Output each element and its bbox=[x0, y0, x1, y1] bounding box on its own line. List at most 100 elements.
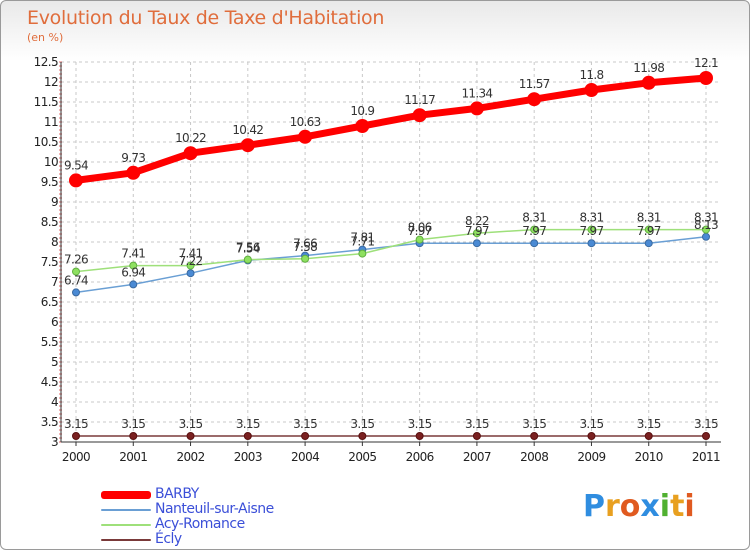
data-label: 10.42 bbox=[232, 123, 263, 137]
data-label: 11.34 bbox=[461, 86, 492, 100]
data-label: 11.57 bbox=[519, 77, 550, 91]
x-tick-label: 2004 bbox=[291, 450, 319, 464]
legend-item: Acy-Romance bbox=[101, 517, 274, 532]
x-tick-label: 2007 bbox=[463, 450, 491, 464]
plot-area bbox=[61, 62, 721, 442]
series-line-2 bbox=[75, 228, 706, 273]
data-point bbox=[702, 432, 710, 440]
y-tick-label: 10 bbox=[44, 155, 58, 169]
data-point bbox=[584, 83, 599, 97]
y-tick-label: 7 bbox=[51, 275, 58, 289]
x-tick-label: 2003 bbox=[234, 450, 262, 464]
legend-label: Acy-Romance bbox=[155, 516, 245, 532]
logo-letter: t bbox=[670, 489, 685, 524]
data-point bbox=[72, 267, 80, 276]
data-label: 7.81 bbox=[350, 231, 374, 245]
data-label: 10.22 bbox=[175, 131, 206, 145]
y-tick-label: 5 bbox=[51, 355, 58, 369]
logo-letter: P bbox=[583, 489, 605, 524]
data-point bbox=[644, 432, 653, 440]
logo-letter: i bbox=[659, 489, 671, 524]
data-label: 7.58 bbox=[293, 240, 317, 254]
y-tick-label: 5.5 bbox=[41, 335, 58, 349]
data-point bbox=[240, 138, 255, 153]
data-label: 12.1 bbox=[694, 56, 718, 70]
data-point bbox=[587, 239, 596, 248]
logo-letter: r bbox=[605, 489, 620, 524]
data-label: 3.15 bbox=[522, 417, 546, 431]
y-tick-label: 6.5 bbox=[41, 295, 58, 309]
data-label: 7.26 bbox=[64, 253, 88, 267]
y-tick-label: 8.5 bbox=[41, 215, 58, 229]
chart-subtitle: (en %) bbox=[27, 31, 64, 44]
data-point bbox=[355, 119, 370, 133]
data-label-layer: 9.54 9.73 10.22 10.42 10.63 10.9 11.17 11.34 11.… bbox=[64, 56, 719, 431]
data-label: 3.15 bbox=[579, 417, 603, 431]
data-point bbox=[301, 432, 310, 440]
series-layer bbox=[69, 71, 713, 440]
data-point bbox=[699, 71, 713, 85]
legend-item: Nanteuil-sur-Aisne bbox=[101, 502, 274, 517]
x-tick-label: 2001 bbox=[119, 450, 147, 464]
data-point bbox=[243, 255, 252, 264]
y-tick-label: 6 bbox=[51, 315, 58, 329]
data-label: 7.97 bbox=[579, 224, 603, 238]
y-tick-label: 12 bbox=[44, 75, 58, 89]
data-point bbox=[129, 261, 138, 270]
data-point bbox=[298, 129, 313, 144]
y-tick-label: 11 bbox=[44, 115, 58, 129]
data-label: 7.22 bbox=[179, 254, 203, 268]
legend-item: BARBY bbox=[101, 487, 274, 502]
data-point bbox=[72, 432, 80, 440]
legend-swatch bbox=[101, 490, 151, 499]
data-label: 8.31 bbox=[579, 211, 603, 225]
y-tick-label: 12.5 bbox=[34, 55, 58, 69]
data-label: 7.56 bbox=[236, 241, 260, 255]
data-label: 8.31 bbox=[694, 211, 718, 225]
data-label: 10.9 bbox=[350, 104, 374, 118]
data-point bbox=[472, 239, 481, 248]
data-point bbox=[358, 249, 367, 258]
data-point bbox=[472, 229, 481, 238]
data-point bbox=[587, 225, 596, 234]
data-label: 7.54 bbox=[236, 241, 260, 255]
y-tick-label: 7.5 bbox=[41, 255, 58, 269]
data-label: 3.15 bbox=[236, 417, 260, 431]
y-tick-label: 4.5 bbox=[41, 375, 58, 389]
data-point bbox=[469, 101, 484, 116]
axis-layer: 33.544.555.566.577.588.599.51010.51111.5… bbox=[34, 55, 721, 464]
data-label: 3.15 bbox=[637, 417, 661, 431]
data-label: 3.15 bbox=[694, 417, 718, 431]
y-tick-label: 9.5 bbox=[41, 175, 58, 189]
data-label: 11.17 bbox=[404, 93, 435, 107]
legend: BARBY Nanteuil-sur-Aisne Acy-Romance Écly bbox=[101, 487, 274, 547]
data-point bbox=[72, 288, 80, 297]
data-label: 7.97 bbox=[408, 224, 432, 238]
data-label: 3.15 bbox=[293, 417, 317, 431]
data-label: 7.97 bbox=[637, 224, 661, 238]
x-tick-label: 2008 bbox=[520, 450, 548, 464]
data-point bbox=[186, 261, 195, 270]
legend-item: Écly bbox=[101, 532, 274, 547]
data-point bbox=[702, 225, 710, 234]
data-label: 6.94 bbox=[121, 265, 145, 279]
y-tick-label: 3.5 bbox=[41, 415, 58, 429]
data-point bbox=[530, 432, 539, 440]
legend-swatch bbox=[101, 523, 151, 526]
legend-label: Nanteuil-sur-Aisne bbox=[155, 501, 274, 517]
proxiti-logo: Proxiti bbox=[583, 489, 695, 524]
data-label: 3.15 bbox=[121, 417, 145, 431]
data-label: 8.22 bbox=[465, 214, 489, 228]
data-label: 9.73 bbox=[121, 151, 145, 165]
logo-letter: o bbox=[619, 489, 641, 524]
legend-swatch bbox=[101, 508, 151, 511]
data-point bbox=[415, 235, 424, 244]
data-label: 8.06 bbox=[408, 221, 432, 235]
legend-label: BARBY bbox=[155, 486, 199, 502]
data-label: 3.15 bbox=[465, 417, 489, 431]
legend-label: Écly bbox=[155, 531, 182, 547]
data-point bbox=[186, 269, 195, 278]
data-label: 7.41 bbox=[179, 247, 203, 261]
data-label: 8.31 bbox=[637, 211, 661, 225]
